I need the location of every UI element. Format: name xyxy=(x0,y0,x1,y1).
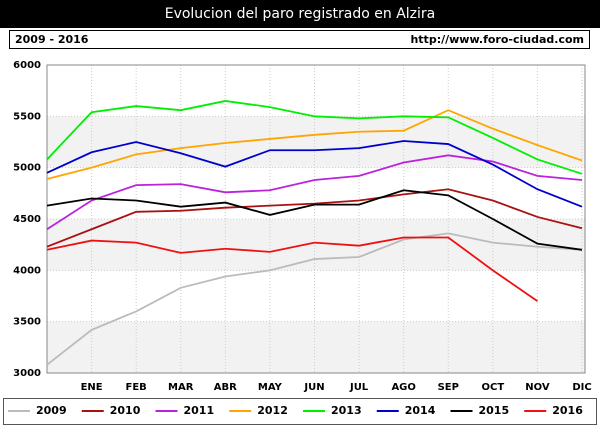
series-line xyxy=(46,154,583,231)
y-tick-label: 4500 xyxy=(13,214,41,225)
series-line xyxy=(46,109,583,180)
legend-label: 2010 xyxy=(110,404,141,417)
legend-label: 2015 xyxy=(479,404,510,417)
y-tick-label: 3500 xyxy=(13,317,41,328)
x-tick-label: ENE xyxy=(81,382,103,393)
legend-label: 2012 xyxy=(257,404,288,417)
x-tick-label: SEP xyxy=(438,382,459,393)
x-tick-label: ABR xyxy=(214,382,237,393)
x-tick-label: MAR xyxy=(168,382,194,393)
series-line xyxy=(46,140,583,208)
x-tick-label: MAY xyxy=(258,382,283,393)
x-tick-label: NOV xyxy=(525,382,550,393)
y-tick-label: 6000 xyxy=(13,60,41,71)
legend-label: 2014 xyxy=(405,404,436,417)
y-tick-label: 3000 xyxy=(13,368,41,379)
grid-band xyxy=(47,219,585,271)
plot-frame xyxy=(46,64,586,374)
chart-title: Evolucion del paro registrado en Alzira xyxy=(165,6,436,22)
x-tick-label: OCT xyxy=(481,382,504,393)
title-bar xyxy=(0,0,600,28)
series-line xyxy=(46,189,583,251)
legend-label: 2011 xyxy=(184,404,215,417)
legend-label: 2009 xyxy=(36,404,67,417)
series-line xyxy=(46,100,583,175)
x-tick-label: AGO xyxy=(391,382,415,393)
subtitle: 2009 - 2016 xyxy=(15,33,89,46)
series-line xyxy=(46,232,583,366)
grid-band xyxy=(47,321,585,373)
grid-band xyxy=(47,116,585,168)
x-tick-label: FEB xyxy=(126,382,147,393)
y-tick-label: 5000 xyxy=(13,163,41,174)
legend-label: 2013 xyxy=(331,404,362,417)
y-tick-label: 5500 xyxy=(13,111,41,122)
source: http://www.foro-ciudad.com xyxy=(410,33,584,46)
series-line xyxy=(46,188,583,248)
y-tick-label: 4000 xyxy=(13,265,41,276)
header-box xyxy=(9,30,590,49)
series-line xyxy=(46,236,538,302)
x-tick-label: DIC xyxy=(572,382,591,393)
x-tick-label: JUN xyxy=(303,382,324,393)
legend-label: 2016 xyxy=(552,404,583,417)
x-tick-label: JUL xyxy=(349,382,369,393)
